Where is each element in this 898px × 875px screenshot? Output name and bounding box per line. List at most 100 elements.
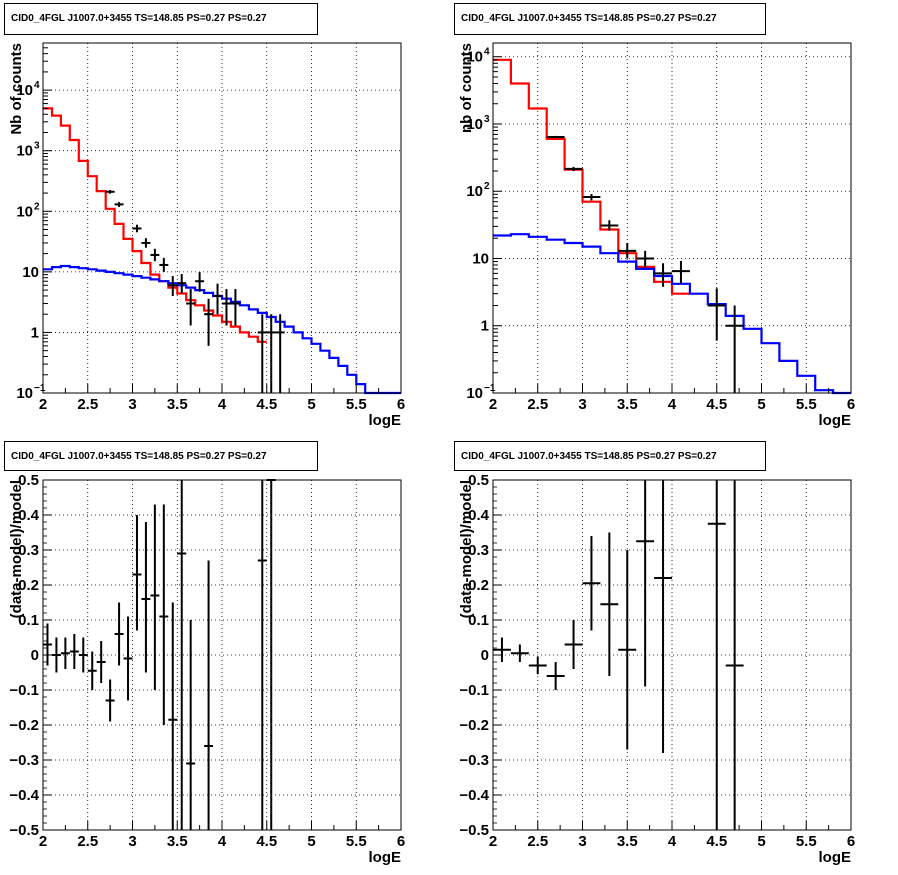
y-tick-exponent: 3	[34, 141, 40, 152]
panel-title: CID0_4FGL J1007.0+3455 TS=148.85 PS=0.27…	[4, 441, 318, 471]
y-tick-exponent: 4	[34, 80, 40, 91]
x-axis-label: logE	[369, 412, 402, 429]
x-tick-label: 5.5	[346, 833, 367, 850]
y-tick-label: 0	[31, 647, 39, 664]
y-tick-label: 1	[481, 318, 489, 335]
x-tick-label: 3.5	[167, 833, 188, 850]
y-tick-label: 10	[16, 203, 33, 220]
x-tick-label: 6	[397, 396, 405, 413]
y-tick-label: 0.4	[18, 507, 40, 524]
x-tick-label: 5	[307, 396, 315, 413]
y-tick-label: −0.5	[9, 822, 39, 839]
x-tick-label: 4.5	[256, 833, 277, 850]
x-tick-label: 2.5	[527, 833, 548, 850]
x-tick-label: 4	[668, 396, 677, 413]
y-tick-label: 0	[481, 647, 489, 664]
y-tick-label: −0.5	[459, 822, 489, 839]
plot-area	[493, 480, 851, 830]
y-tick-exponent: 2	[484, 181, 490, 192]
x-tick-label: 3.5	[617, 396, 638, 413]
x-tick-label: 2.5	[77, 396, 98, 413]
y-axis-label: nb of counts	[458, 43, 475, 133]
y-tick-exponent: 3	[484, 114, 490, 125]
x-tick-label: 6	[847, 833, 855, 850]
x-tick-label: 3	[578, 833, 586, 850]
y-tick-label: 10	[466, 49, 483, 66]
y-tick-label: 0.2	[468, 577, 489, 594]
x-tick-label: 2.5	[527, 396, 548, 413]
y-tick-label: −0.3	[459, 752, 489, 769]
y-tick-label: 10	[472, 250, 489, 267]
y-tick-label: 0.4	[468, 507, 490, 524]
plot-area	[43, 480, 401, 830]
x-tick-label: 3.5	[167, 396, 188, 413]
panel-title: CID0_4FGL J1007.0+3455 TS=148.85 PS=0.27…	[454, 441, 766, 471]
y-tick-label: 10	[16, 82, 33, 99]
y-tick-label: −0.2	[459, 717, 489, 734]
panel-title: CID0_4FGL J1007.0+3455 TS=148.85 PS=0.27…	[4, 3, 318, 35]
y-tick-label: 10	[16, 143, 33, 160]
x-tick-label: 5	[307, 833, 315, 850]
y-tick-label: 0.1	[18, 612, 39, 629]
x-tick-label: 4	[218, 833, 227, 850]
y-tick-label: −0.1	[459, 682, 489, 699]
y-tick-label: 0.2	[18, 577, 39, 594]
y-tick-label: 0.5	[18, 472, 39, 489]
x-tick-label: 4.5	[706, 396, 727, 413]
y-tick-label: 10	[16, 385, 33, 402]
y-tick-label: 10	[466, 116, 483, 133]
x-tick-label: 3.5	[617, 833, 638, 850]
histogram-series-2	[493, 233, 851, 395]
histogram-series-1	[43, 107, 267, 343]
y-axis-label: (data-model)/model	[458, 480, 475, 618]
y-tick-label: −0.3	[9, 752, 39, 769]
y-tick-label: −0.4	[459, 787, 489, 804]
y-tick-label: 0.1	[468, 612, 489, 629]
x-tick-label: 4.5	[706, 833, 727, 850]
x-tick-label: 5	[757, 396, 765, 413]
x-tick-label: 2	[489, 396, 497, 413]
x-tick-label: 5.5	[796, 396, 817, 413]
plot-area	[43, 43, 401, 393]
x-tick-label: 5.5	[796, 833, 817, 850]
y-tick-label: 0.5	[468, 472, 489, 489]
y-tick-label: 0.3	[18, 542, 39, 559]
x-axis-label: logE	[819, 412, 852, 429]
x-tick-label: 6	[397, 833, 405, 850]
x-tick-label: 4	[668, 833, 677, 850]
y-tick-exponent: −1	[34, 383, 46, 394]
x-tick-label: 3	[128, 833, 136, 850]
x-tick-label: 4	[218, 396, 227, 413]
x-axis-label: logE	[819, 849, 852, 866]
x-axis-label: logE	[369, 849, 402, 866]
y-tick-label: 0.3	[468, 542, 489, 559]
y-tick-label: 10	[466, 183, 483, 200]
y-axis-label: Nb of counts	[8, 43, 25, 135]
x-tick-label: 4.5	[256, 396, 277, 413]
y-tick-label: 10	[22, 264, 39, 281]
y-tick-label: 10	[466, 385, 483, 402]
y-tick-label: −0.1	[9, 682, 39, 699]
y-axis-label: (data-model)/model	[8, 480, 25, 618]
y-tick-label: −0.4	[9, 787, 39, 804]
y-tick-label: −0.2	[9, 717, 39, 734]
y-tick-exponent: −1	[484, 383, 496, 394]
x-tick-label: 3	[128, 396, 136, 413]
x-tick-label: 5.5	[346, 396, 367, 413]
x-tick-label: 2	[489, 833, 497, 850]
y-tick-label: 1	[31, 324, 39, 341]
y-tick-exponent: 4	[484, 47, 490, 58]
plot-area	[493, 43, 851, 393]
x-tick-label: 2.5	[77, 833, 98, 850]
x-tick-label: 3	[578, 396, 586, 413]
x-tick-label: 5	[757, 833, 765, 850]
x-tick-label: 2	[39, 833, 47, 850]
y-tick-exponent: 2	[34, 201, 40, 212]
x-tick-label: 2	[39, 396, 47, 413]
x-tick-label: 6	[847, 396, 855, 413]
